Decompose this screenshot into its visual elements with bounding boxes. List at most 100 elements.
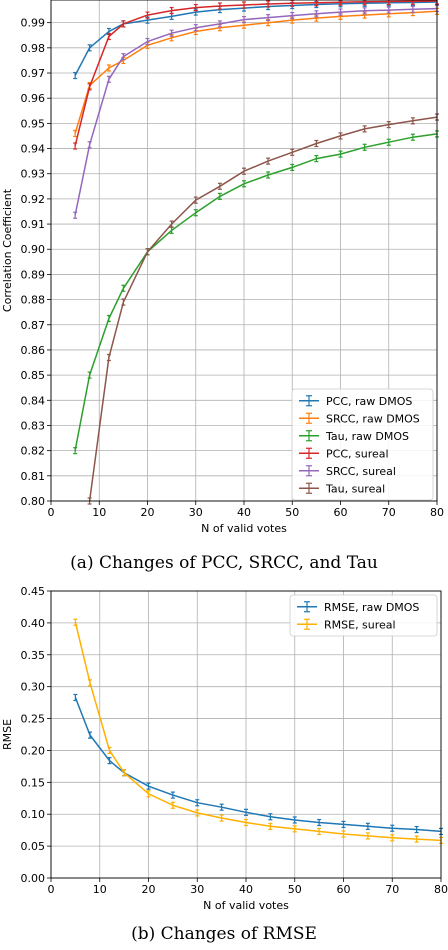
correlation-chart: 0 10 20 30 40 50 60 70 80 0.80 0.81 0.82 0.83 0.84 0.8… — [1, 0, 444, 535]
data-point-series-5 — [106, 353, 111, 362]
data-point-series-1 — [341, 830, 346, 838]
x-tick-label: 10 — [93, 883, 107, 896]
y-tick-label: 0.95 — [21, 117, 46, 130]
data-point-series-4 — [169, 29, 174, 37]
legend-item-1: RMSE, sureal — [297, 618, 396, 631]
data-point-series-5 — [410, 117, 415, 125]
data-point-series-1 — [195, 809, 200, 817]
x-tick-label: 50 — [285, 506, 299, 519]
data-point-series-1 — [88, 679, 92, 687]
x-tick-label: 30 — [190, 883, 204, 896]
data-point-series-1 — [219, 814, 224, 822]
data-point-series-4 — [242, 16, 246, 24]
legend-item-1: SRCC, raw DMOS — [299, 412, 420, 425]
data-point-series-5 — [193, 196, 198, 204]
y-tick-label: 0.00 — [21, 872, 46, 885]
y-tick-label: 0.90 — [21, 243, 46, 256]
data-point-series-2 — [314, 155, 319, 163]
data-point-series-0 — [88, 731, 92, 739]
data-point-series-0 — [341, 820, 346, 829]
data-point-series-5 — [386, 121, 391, 129]
y-tick-label: 0.98 — [21, 42, 46, 55]
data-point-series-4 — [314, 10, 319, 18]
data-point-series-5 — [266, 157, 271, 165]
data-point-series-5 — [121, 298, 126, 306]
data-point-series-3 — [410, 0, 415, 5]
data-point-series-2 — [266, 171, 271, 179]
x-tick-label: 80 — [430, 506, 444, 519]
legend-box — [291, 388, 434, 501]
data-point-series-4 — [217, 20, 222, 28]
data-point-series-4 — [73, 211, 78, 219]
data-point-series-2 — [73, 447, 78, 455]
y-tick-label: 0.99 — [21, 17, 46, 30]
data-point-series-0 — [219, 803, 224, 811]
data-point-series-0 — [195, 799, 200, 807]
y-tick-label: 0.88 — [21, 294, 46, 307]
data-point-series-4 — [106, 75, 111, 83]
x-tick-label: 20 — [142, 883, 156, 896]
x-tick-label: 80 — [434, 883, 448, 896]
x-tick-label: 40 — [239, 883, 253, 896]
data-point-series-4 — [87, 141, 92, 149]
data-point-series-0 — [87, 44, 92, 52]
legend-label: SRCC, sureal — [326, 465, 396, 478]
series-line-0 — [74, 1, 438, 76]
data-point-series-0 — [73, 693, 78, 702]
x-tick-label: 0 — [48, 883, 55, 896]
data-point-series-2 — [217, 192, 222, 200]
x-axis-label: N of valid votes — [201, 522, 287, 535]
data-point-series-2 — [193, 209, 198, 217]
y-tick-label: 0.96 — [21, 92, 46, 105]
data-point-series-1 — [317, 827, 322, 836]
legend-label: PCC, raw DMOS — [326, 395, 412, 408]
legend-item-5: Tau, sureal — [299, 482, 385, 495]
legend-item-0: PCC, raw DMOS — [299, 395, 412, 408]
y-tick-label: 0.30 — [21, 681, 46, 694]
axes-frame — [50, 590, 442, 879]
data-point-series-4 — [410, 5, 415, 13]
x-tick-label: 0 — [48, 506, 55, 519]
y-tick-label: 0.35 — [21, 649, 46, 662]
x-tick-label: 70 — [382, 506, 396, 519]
data-point-series-5 — [145, 248, 150, 256]
data-point-series-4 — [290, 12, 295, 20]
y-tick-label: 0.87 — [21, 319, 46, 332]
legend-label: RMSE, raw DMOS — [324, 601, 419, 614]
x-tick-label: 20 — [141, 506, 155, 519]
data-point-series-4 — [362, 7, 367, 15]
data-point-series-3 — [242, 1, 246, 9]
legend-item-0: RMSE, raw DMOS — [297, 601, 419, 614]
y-tick-label: 0.40 — [21, 617, 46, 630]
x-tick-label: 50 — [288, 883, 302, 896]
data-point-series-1 — [292, 825, 297, 833]
y-tick-label: 0.86 — [21, 344, 46, 357]
data-point-series-4 — [145, 37, 150, 46]
series-line-4 — [74, 7, 438, 216]
data-point-series-1 — [73, 129, 78, 138]
caption-correlation: (a) Changes of PCC, SRCC, and Tau — [70, 553, 378, 573]
data-point-series-4 — [266, 14, 271, 22]
data-point-series-4 — [386, 6, 391, 14]
data-point-series-2 — [386, 138, 391, 146]
data-point-series-1 — [244, 818, 248, 827]
y-axis-label: Correlation Coefficient — [1, 188, 14, 312]
data-point-series-5 — [217, 182, 222, 190]
data-point-series-1 — [170, 801, 175, 809]
data-point-series-5 — [242, 167, 246, 175]
x-tick-label: 10 — [92, 506, 106, 519]
y-tick-label: 0.93 — [21, 168, 46, 181]
y-tick-label: 0.97 — [21, 67, 46, 80]
data-point-series-2 — [290, 163, 295, 172]
caption-rmse: (b) Changes of RMSE — [131, 924, 317, 944]
x-axis-label: N of valid votes — [203, 899, 289, 912]
data-point-series-1 — [390, 834, 395, 842]
data-point-series-2 — [410, 133, 415, 141]
data-point-series-0 — [390, 824, 395, 832]
data-point-series-1 — [107, 746, 112, 755]
data-point-series-3 — [73, 142, 78, 150]
data-point-series-3 — [362, 0, 367, 6]
data-point-series-5 — [338, 132, 343, 140]
chart-panel-rmse: 0 10 20 30 40 50 60 70 80 0.00 0.05 0.10 0.15 0.20 0.2… — [0, 582, 448, 917]
data-point-series-1 — [122, 769, 127, 777]
